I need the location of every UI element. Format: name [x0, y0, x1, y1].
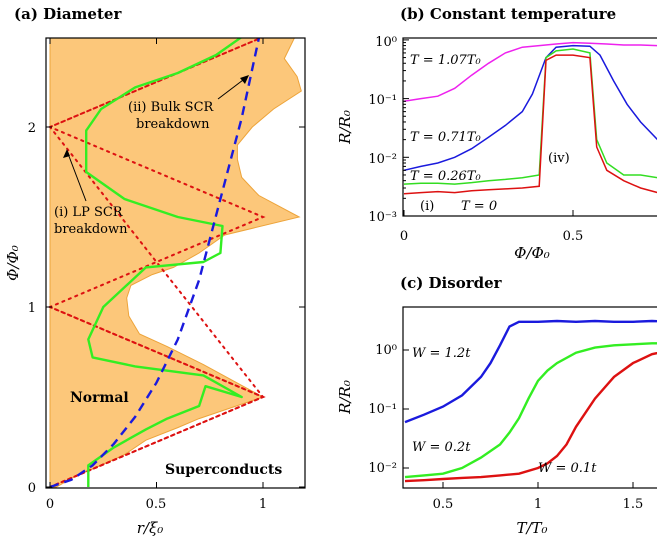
label-iv: (iv)	[548, 151, 570, 166]
panel-a-ytick-2: 2	[28, 121, 36, 136]
label-w12: W = 1.2t	[412, 346, 471, 361]
panel-c-xlabel: T/T₀	[516, 519, 547, 537]
panel-c-title: (c) Disorder	[400, 274, 503, 292]
panel-c-series-line-1	[404, 342, 657, 479]
label-w01: W = 0.1t	[538, 461, 597, 476]
panel-b-ticks	[403, 39, 574, 217]
panel-c-ylabel: R/R₀	[336, 380, 354, 415]
label-i: (i)	[420, 199, 434, 214]
lp-breakdown-line	[84, 38, 243, 487]
panel-a-ylabel: Φ/Φ₀	[4, 245, 22, 281]
panel-c-ytick-1: 10⁻¹	[368, 402, 397, 417]
panel-b-xlabel: Φ/Φ₀	[514, 244, 550, 262]
annotation-bulk-line1: (ii) Bulk SCR	[128, 100, 215, 115]
panel-b-ylabel: R/R₀	[336, 110, 354, 145]
panel-c-plot	[404, 319, 657, 483]
panel-c-xtick-2: 1.5	[623, 497, 644, 512]
annotation-arrows	[63, 75, 249, 202]
panel-a-ytick-1: 1	[28, 301, 36, 316]
panel-b-ytick-0: 10⁻³	[368, 210, 397, 225]
annotation-lp-line2: breakdown	[54, 222, 128, 237]
region-superconducts-label: Superconducts	[165, 462, 282, 478]
normal-region-area	[49, 38, 302, 488]
panel-a-title: (a) Diameter	[14, 5, 122, 23]
panel-a-frame	[45, 37, 306, 489]
panel-a-plot	[47, 38, 302, 488]
label-t071: T = 0.71T₀	[410, 130, 481, 145]
label-t026: T = 0.26T₀	[410, 169, 481, 184]
panel-b-ytick-2: 10⁻¹	[368, 93, 397, 108]
panel-b-xtick-0: 0	[400, 229, 408, 244]
panel-a-xtick-1: 0.5	[146, 497, 167, 512]
panel-b-title: (b) Constant temperature	[400, 5, 616, 23]
panel-b-ytick-1: 10⁻²	[368, 152, 397, 167]
annotation-bulk-line2: breakdown	[136, 117, 210, 132]
panel-a-ticks	[46, 38, 305, 488]
bulk-arrow-shaft	[217, 76, 248, 100]
panel-c-ytick-2: 10⁰	[375, 343, 397, 358]
panel-c-xtick-1: 1	[534, 497, 542, 512]
panel-b-xtick-1: 0.5	[563, 229, 584, 244]
panel-c-ytick-0: 10⁻²	[368, 461, 397, 476]
panel-c-series-line-2	[404, 351, 657, 483]
panel-a-ytick-0: 0	[28, 481, 36, 496]
panel-b-frame	[402, 37, 657, 217]
annotation-lp-line1: (i) LP SCR	[54, 205, 124, 220]
panel-a-xtick-2: 1	[259, 497, 267, 512]
lp-arrow-shaft	[66, 150, 87, 202]
bulk-arrow-head	[240, 75, 249, 84]
bulk-breakdown-line	[49, 38, 261, 488]
panel-b-series-line-1	[403, 44, 657, 172]
reference-zigzag-line-2	[48, 38, 266, 488]
region-normal-label: Normal	[70, 390, 129, 406]
panel-a-xtick-0: 0	[46, 497, 54, 512]
panel-b-ytick-3: 10⁰	[375, 35, 397, 50]
label-t107: T = 1.07T₀	[410, 53, 481, 68]
panel-c-xtick-0: 0.5	[433, 497, 454, 512]
panel-b-plot	[403, 41, 657, 195]
lp-arrow-head	[63, 149, 70, 158]
panel-c-frame	[402, 306, 657, 489]
panel-b-series-line-3	[403, 54, 657, 195]
label-t0: T = 0	[461, 199, 497, 214]
panel-c-ticks	[403, 349, 634, 488]
panel-c-series-line-0	[404, 319, 657, 424]
label-w02: W = 0.2t	[412, 440, 471, 455]
panel-b-series-line-0	[403, 41, 657, 103]
panel-a-xlabel: r/ξ₀	[137, 519, 164, 537]
panel-b-series-line-2	[403, 48, 657, 185]
